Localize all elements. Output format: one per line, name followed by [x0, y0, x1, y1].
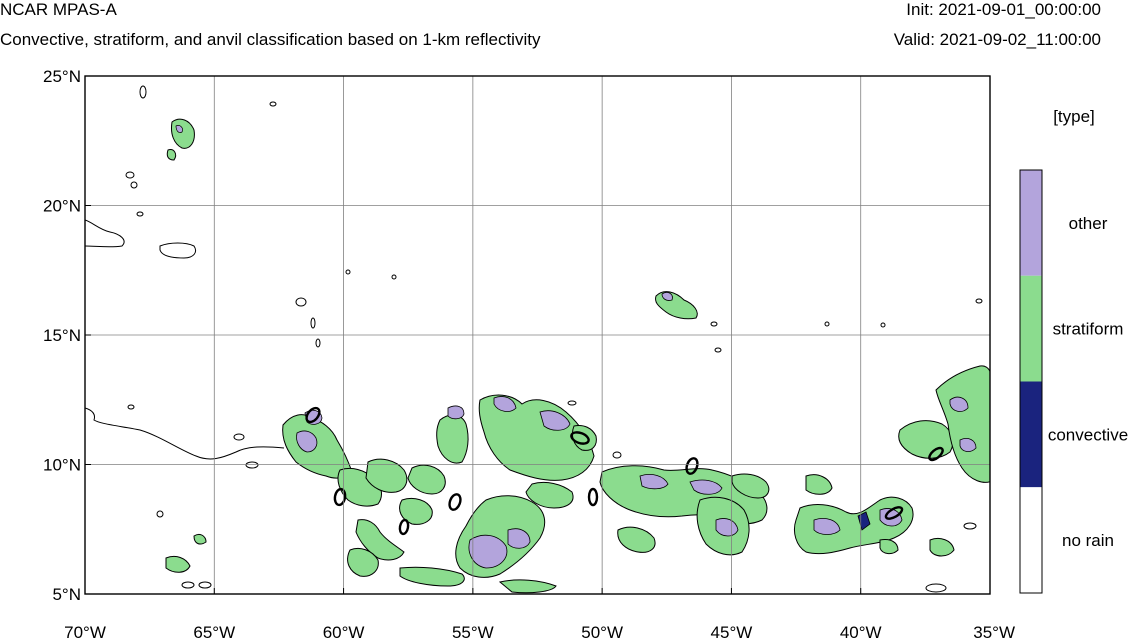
longitude-label: 45°W — [711, 623, 753, 641]
longitude-label: 65°W — [193, 623, 235, 641]
legend-colorbar — [1019, 169, 1043, 594]
precip-cluster-east-central — [599, 291, 770, 556]
legend-label: convective — [1048, 425, 1128, 444]
longitude-label: 60°W — [323, 623, 365, 641]
legend-border — [1019, 169, 1043, 594]
longitude-labels: 70°W 65°W 60°W 55°W 50°W 45°W 40°W 35°W — [64, 623, 1015, 641]
longitude-label: 70°W — [64, 623, 106, 641]
legend-label: stratiform — [1053, 320, 1124, 339]
longitude-label: 35°W — [973, 623, 1015, 641]
coastlines — [85, 219, 285, 460]
gridlines — [85, 76, 990, 594]
legend-label: other — [1069, 214, 1108, 233]
legend-swatch — [1020, 275, 1042, 382]
precip-cluster-central — [455, 394, 597, 594]
legend-swatch — [1020, 170, 1042, 276]
latitude-label: 10°N — [43, 456, 81, 475]
precip-cluster-northwest — [165, 118, 207, 573]
precipitation-layer — [85, 85, 990, 594]
latitude-label: 20°N — [43, 197, 81, 216]
model-title: NCAR MPAS-A — [0, 0, 117, 19]
latitude-labels: 25°N 20°N 15°N 10°N 5°N — [43, 67, 81, 604]
axis-ticks — [84, 75, 991, 595]
legend-labels: other stratiform convective no rain — [1048, 214, 1128, 550]
longitude-label: 50°W — [581, 623, 623, 641]
latitude-label: 5°N — [52, 585, 81, 604]
figure-description: Convective, stratiform, and anvil classi… — [0, 30, 541, 49]
valid-time: Valid: 2021-09-02_11:00:00 — [893, 30, 1101, 49]
bold-ring-features — [305, 406, 944, 536]
latitude-label: 15°N — [43, 326, 81, 345]
legend-title: [type] — [1053, 107, 1095, 126]
init-time: Init: 2021-09-01_00:00:00 — [906, 0, 1101, 19]
longitude-label: 40°W — [840, 623, 882, 641]
legend-label: no rain — [1062, 531, 1114, 550]
latitude-label: 25°N — [43, 67, 81, 86]
legend-swatch — [1020, 381, 1042, 488]
contour-outlines — [125, 85, 983, 593]
precip-cluster-antilles — [282, 405, 469, 587]
longitude-label: 55°W — [452, 623, 494, 641]
legend-swatch — [1020, 487, 1042, 593]
